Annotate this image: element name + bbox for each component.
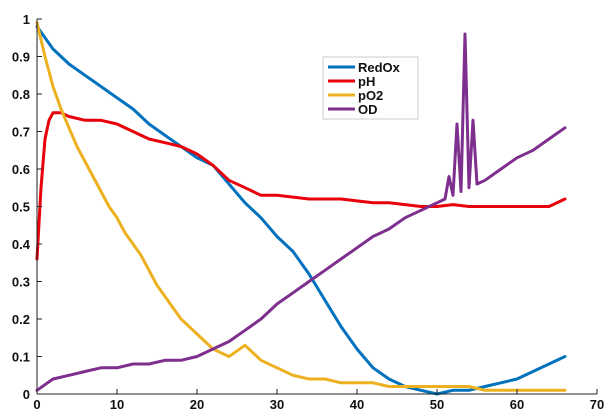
ticks-layer: 0 10 20 30 40 50 60 70 0 0.1 0.2 0.3 0.4 0.5 0.6 0.7 0.8… [12, 12, 604, 412]
legend-label: RedOx [358, 60, 401, 75]
y-tick-label: 0.5 [12, 200, 30, 215]
series-line-od [35, 32, 567, 392]
x-tick-label: 40 [350, 397, 364, 412]
x-tick-label: 0 [33, 397, 40, 412]
y-tick-label: 0.6 [12, 162, 30, 177]
x-tick-label: 50 [430, 397, 444, 412]
y-tick-label: 0.7 [12, 125, 30, 140]
x-tick-label: 30 [270, 397, 284, 412]
y-tick-label: 0.2 [12, 312, 30, 327]
legend-label: pH [358, 74, 375, 89]
y-tick-label: 0.8 [12, 87, 30, 102]
series-line-po2 [35, 21, 567, 392]
x-tick-label: 60 [510, 397, 524, 412]
legend-label: pO2 [358, 88, 383, 103]
y-tick-label: 0.9 [12, 50, 30, 65]
x-tick-label: 20 [190, 397, 204, 412]
y-tick-label: 0.4 [12, 237, 31, 252]
y-tick-label: 0 [23, 387, 30, 402]
legend-label: OD [358, 102, 378, 117]
x-tick-label: 10 [110, 397, 124, 412]
series-line-ph [35, 111, 567, 261]
y-tick-label: 0.3 [12, 275, 30, 290]
series-layer [35, 21, 567, 396]
y-tick-label: 0.1 [12, 350, 30, 365]
y-tick-label: 1 [23, 12, 30, 27]
x-tick-label: 70 [590, 397, 604, 412]
